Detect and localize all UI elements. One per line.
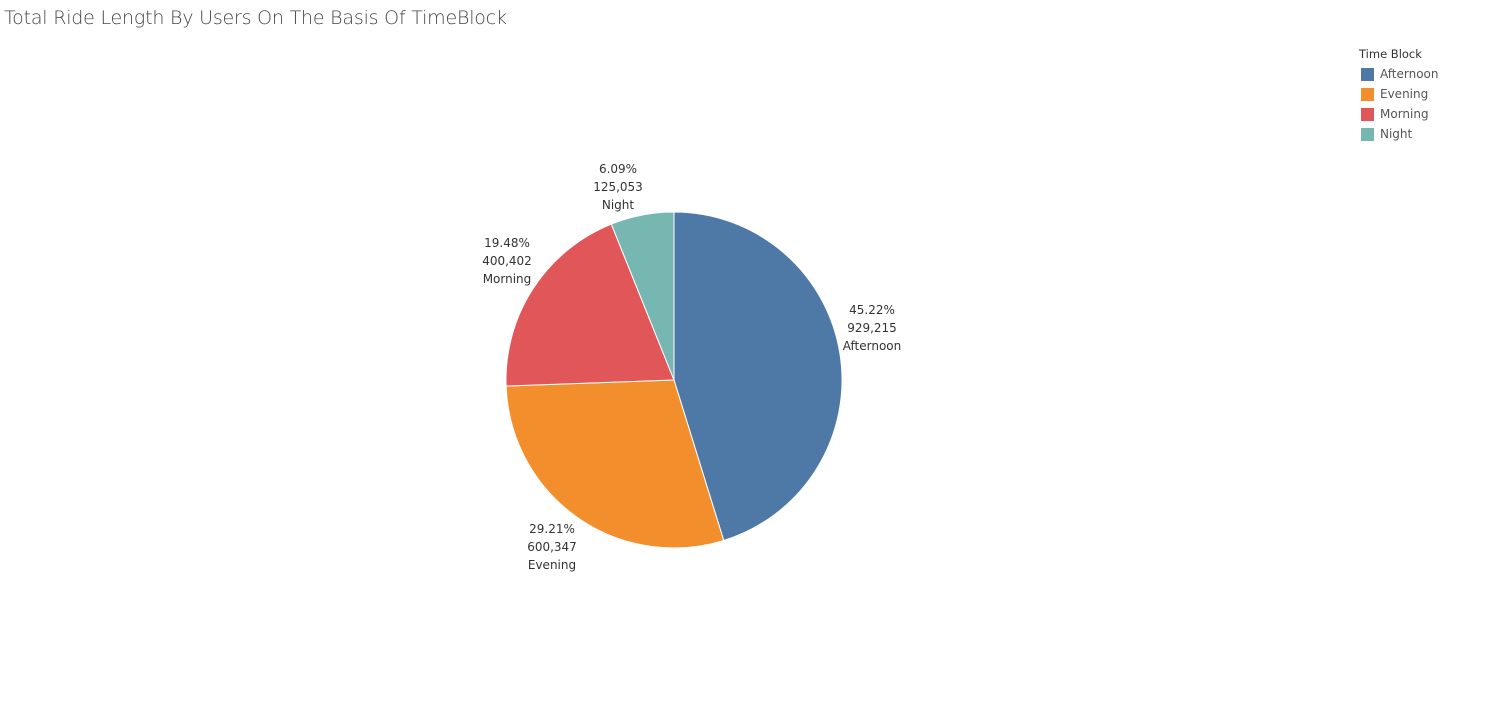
- slice-value-label: 125,053: [593, 180, 643, 194]
- legend-swatch-evening: [1361, 87, 1374, 101]
- legend-title: Time Block: [1359, 47, 1422, 61]
- slice-category-label: Evening: [528, 558, 576, 572]
- slice-percent-label: 19.48%: [484, 236, 530, 250]
- slice-category-label: Afternoon: [843, 339, 902, 353]
- slice-category-label: Morning: [483, 272, 532, 286]
- legend-swatch-morning: [1361, 107, 1374, 121]
- pie-slice-afternoon[interactable]: [673, 211, 843, 542]
- legend-label: Night: [1380, 127, 1413, 141]
- legend-item-night[interactable]: Night: [1359, 124, 1489, 144]
- slice-value-label: 600,347: [527, 540, 577, 554]
- slice-percent-label: 45.22%: [849, 303, 895, 317]
- legend-item-morning[interactable]: Morning: [1359, 104, 1489, 124]
- legend-label: Afternoon: [1380, 67, 1439, 81]
- legend-swatch-afternoon: [1361, 67, 1374, 81]
- slice-value-label: 929,215: [847, 321, 897, 335]
- pie-slice-morning[interactable]: [505, 223, 675, 387]
- legend-label: Morning: [1380, 107, 1429, 121]
- slice-percent-label: 6.09%: [599, 162, 637, 176]
- chart-title: Total Ride Length By Users On The Basis …: [4, 7, 507, 29]
- slice-value-label: 400,402: [482, 254, 532, 268]
- slice-labels: 45.22% 929,215 Afternoon 29.21% 600,347 Eveni…: [482, 162, 901, 572]
- slice-category-label: Night: [602, 198, 635, 212]
- legend-label: Evening: [1380, 87, 1429, 101]
- slice-percent-label: 29.21%: [529, 522, 575, 536]
- pie-slices: [505, 211, 843, 549]
- legend-item-afternoon[interactable]: Afternoon: [1359, 64, 1489, 84]
- legend-swatch-night: [1361, 127, 1374, 141]
- legend: Time Block Afternoon Evening Morning Nig…: [1359, 47, 1489, 144]
- legend-item-evening[interactable]: Evening: [1359, 84, 1489, 104]
- pie-slice-evening[interactable]: [505, 379, 725, 549]
- pie-slice-night[interactable]: [610, 211, 675, 381]
